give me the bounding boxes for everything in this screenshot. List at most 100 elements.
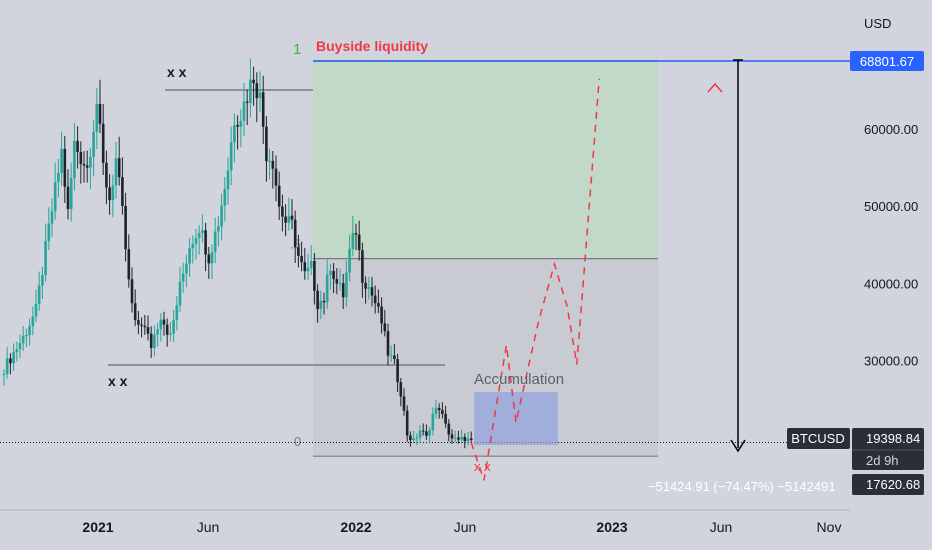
candle-body[interactable] [204, 230, 207, 255]
candle-body[interactable] [242, 101, 246, 121]
candle-body[interactable] [351, 233, 355, 249]
candle-body[interactable] [447, 423, 451, 435]
candle-body[interactable] [386, 331, 390, 356]
candle-body[interactable] [265, 126, 268, 162]
candle-body[interactable] [460, 436, 463, 440]
candle-body[interactable] [146, 327, 150, 334]
candle-body[interactable] [258, 92, 262, 99]
candle-body[interactable] [380, 306, 383, 324]
candle-body[interactable] [114, 158, 118, 186]
candle-body[interactable] [268, 160, 271, 162]
candle-body[interactable] [463, 436, 467, 442]
candle-body[interactable] [79, 152, 83, 164]
candle-body[interactable] [297, 247, 300, 256]
candle-body[interactable] [207, 254, 211, 264]
candle-body[interactable] [175, 305, 179, 320]
candle-body[interactable] [133, 303, 137, 321]
candle-body[interactable] [373, 295, 377, 304]
candle-body[interactable] [92, 131, 95, 157]
candle-body[interactable] [441, 410, 444, 414]
candle-body[interactable] [127, 249, 131, 280]
candle-body[interactable] [210, 252, 214, 264]
candle-body[interactable] [309, 261, 313, 268]
candle-body[interactable] [367, 287, 371, 289]
candle-body[interactable] [153, 334, 156, 348]
candle-body[interactable] [223, 189, 227, 206]
candle-body[interactable] [332, 271, 335, 280]
high-price-badge[interactable]: 68801.67 [850, 51, 924, 71]
candle-body[interactable] [137, 320, 140, 325]
candle-body[interactable] [434, 407, 438, 415]
candle-body[interactable] [178, 281, 182, 306]
candle-body[interactable] [226, 170, 230, 190]
candle-body[interactable] [469, 438, 473, 440]
candle-body[interactable] [425, 431, 428, 436]
candle-body[interactable] [63, 148, 67, 187]
candle-body[interactable] [341, 283, 345, 298]
candle-body[interactable] [47, 223, 51, 242]
candle-body[interactable] [73, 140, 76, 179]
candle-body[interactable] [357, 234, 361, 251]
candle-body[interactable] [28, 326, 31, 336]
candle-body[interactable] [418, 430, 422, 438]
candle-body[interactable] [53, 182, 57, 212]
candle-body[interactable] [306, 267, 310, 272]
candle-body[interactable] [255, 83, 259, 99]
candle-body[interactable] [319, 300, 323, 310]
candle-body[interactable] [172, 319, 175, 334]
candle-body[interactable] [412, 438, 415, 441]
candle-body[interactable] [236, 125, 239, 127]
candle-body[interactable] [453, 437, 457, 439]
candle-body[interactable] [389, 355, 393, 357]
candle-body[interactable] [21, 335, 25, 344]
candle-body[interactable] [165, 324, 169, 335]
candle-body[interactable] [361, 250, 364, 283]
candle-body[interactable] [82, 163, 86, 166]
candle-body[interactable] [149, 333, 153, 348]
candle-body[interactable] [415, 437, 419, 439]
symbol-badge[interactable]: BTCUSD [787, 428, 850, 449]
candle-body[interactable] [2, 373, 6, 376]
candle-body[interactable] [409, 435, 412, 441]
candle-body[interactable] [108, 187, 111, 201]
candle-body[interactable] [316, 290, 319, 310]
candle-body[interactable] [85, 165, 89, 168]
candle-body[interactable] [9, 358, 12, 364]
candle-body[interactable] [370, 287, 374, 296]
candle-body[interactable] [437, 407, 441, 411]
candle-body[interactable] [57, 172, 60, 183]
candle-body[interactable] [98, 103, 102, 124]
candle-body[interactable] [41, 275, 44, 286]
candle-body[interactable] [274, 168, 278, 186]
candle-body[interactable] [245, 101, 249, 103]
candle-body[interactable] [37, 285, 41, 304]
candle-body[interactable] [185, 263, 188, 274]
candle-body[interactable] [405, 410, 409, 436]
candle-body[interactable] [162, 319, 166, 325]
candle-body[interactable] [402, 396, 406, 411]
candle-body[interactable] [233, 125, 236, 143]
candle-body[interactable] [18, 343, 22, 350]
candle-body[interactable] [156, 329, 159, 335]
candle-body[interactable] [393, 355, 396, 360]
candle-body[interactable] [421, 430, 425, 432]
candle-body[interactable] [444, 413, 447, 424]
candle-body[interactable] [197, 233, 201, 238]
candle-body[interactable] [15, 349, 19, 353]
candle-body[interactable] [239, 120, 243, 127]
candle-body[interactable] [428, 430, 431, 436]
candle-body[interactable] [229, 142, 233, 171]
candle-body[interactable] [252, 79, 255, 84]
candle-body[interactable] [431, 414, 435, 431]
candle-body[interactable] [44, 241, 47, 276]
candle-body[interactable] [335, 279, 339, 284]
candle-body[interactable] [396, 359, 399, 383]
candle-body[interactable] [188, 248, 191, 264]
candle-body[interactable] [277, 185, 281, 207]
candle-body[interactable] [181, 273, 185, 282]
candle-body[interactable] [377, 303, 380, 307]
candle-body[interactable] [34, 303, 38, 317]
candle-body[interactable] [111, 185, 115, 201]
candles[interactable] [2, 58, 473, 449]
